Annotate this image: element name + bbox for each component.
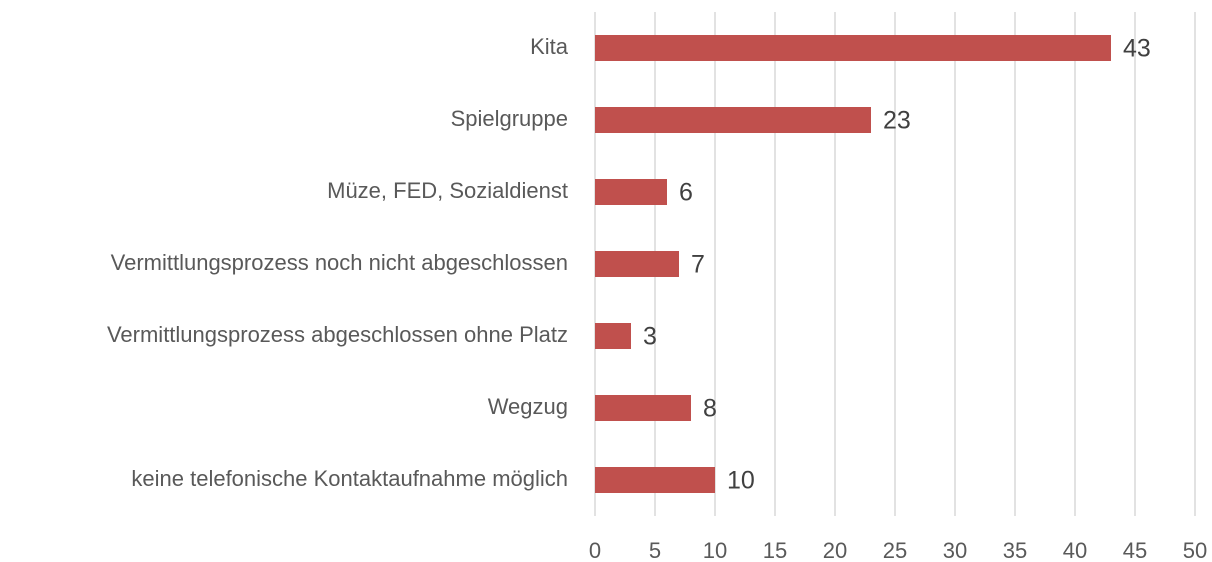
- y-tick-label: Vermittlungsprozess abgeschlossen ohne P…: [107, 322, 568, 347]
- value-label: 8: [703, 395, 717, 423]
- bar: [595, 179, 667, 205]
- x-tick-label: 40: [1063, 538, 1087, 562]
- value-label: 6: [679, 179, 693, 207]
- x-tick-label: 35: [1003, 538, 1027, 562]
- x-tick-label: 20: [823, 538, 847, 562]
- y-tick-label: Spielgruppe: [451, 106, 568, 131]
- x-tick-label: 5: [649, 538, 661, 562]
- x-tick-label: 50: [1183, 538, 1207, 562]
- bar: [595, 323, 631, 349]
- y-tick-label: Müze, FED, Sozialdienst: [327, 178, 568, 203]
- value-label: 10: [727, 467, 755, 495]
- x-tick-label: 0: [589, 538, 601, 562]
- y-tick-label: Wegzug: [488, 394, 568, 419]
- value-label: 23: [883, 107, 911, 135]
- x-tick-label: 15: [763, 538, 787, 562]
- y-tick-label: keine telefonische Kontaktaufnahme mögli…: [131, 466, 568, 491]
- value-label: 3: [643, 323, 657, 351]
- bar: [595, 251, 679, 277]
- x-tick-label: 10: [703, 538, 727, 562]
- value-label: 43: [1123, 35, 1151, 63]
- y-tick-label: Kita: [530, 34, 569, 59]
- bar: [595, 107, 871, 133]
- value-label: 7: [691, 251, 705, 279]
- bar: [595, 35, 1111, 61]
- bar: [595, 395, 691, 421]
- x-tick-label: 45: [1123, 538, 1147, 562]
- y-tick-label: Vermittlungsprozess noch nicht abgeschlo…: [111, 250, 568, 275]
- x-tick-label: 30: [943, 538, 967, 562]
- bar: [595, 467, 715, 493]
- x-tick-label: 25: [883, 538, 907, 562]
